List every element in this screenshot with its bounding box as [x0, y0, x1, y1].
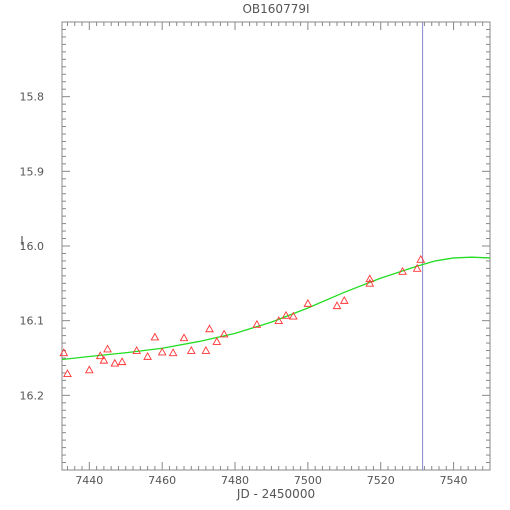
data-point — [59, 348, 69, 357]
data-point — [95, 351, 105, 360]
data-point — [303, 298, 313, 307]
data-point — [412, 263, 422, 272]
data-point — [201, 346, 211, 354]
x-tick-label: 7540 — [440, 474, 468, 487]
model-curve — [61, 256, 491, 361]
data-point — [365, 274, 375, 283]
data-point — [274, 316, 284, 324]
x-axis-label: JD - 2450000 — [236, 487, 315, 501]
y-tick-label: 16.0 — [20, 240, 45, 253]
data-point — [168, 348, 178, 357]
data-point — [103, 344, 112, 353]
data-point — [212, 337, 222, 345]
axis-tick-labels: 7440 7460 7480 7500 7520 7540 15.8 15.9 16.0 16.1… — [20, 91, 468, 487]
data-point — [186, 346, 196, 354]
x-tick-label: 7520 — [367, 474, 395, 487]
axis-ticks — [62, 21, 491, 471]
data-point — [99, 355, 109, 364]
y-tick-label: 16.1 — [20, 315, 45, 328]
x-tick-label: 7440 — [75, 474, 103, 487]
data-point — [110, 358, 120, 367]
x-tick-label: 7480 — [221, 474, 249, 487]
data-point — [63, 369, 72, 378]
x-tick-label: 7500 — [294, 474, 322, 487]
data-point — [150, 332, 160, 341]
data-point — [179, 333, 189, 342]
data-points — [59, 254, 426, 378]
data-point — [143, 351, 152, 360]
data-point — [339, 295, 349, 304]
data-point — [157, 347, 167, 356]
plot-frame — [61, 21, 491, 471]
data-point — [205, 324, 214, 333]
y-tick-label: 15.9 — [20, 165, 45, 178]
data-point — [398, 266, 407, 275]
data-point — [288, 311, 298, 320]
data-point — [281, 310, 291, 319]
chart-title: OB160779I — [242, 2, 309, 16]
y-tick-label: 15.8 — [20, 91, 45, 104]
data-point — [332, 301, 342, 310]
data-point — [132, 346, 142, 354]
y-axis-label: I — [20, 234, 24, 248]
data-point — [252, 319, 262, 328]
data-point — [219, 329, 229, 338]
data-point — [117, 357, 127, 366]
y-tick-label: 16.2 — [20, 389, 45, 402]
data-point — [84, 365, 94, 374]
data-point — [365, 278, 375, 287]
x-tick-label: 7460 — [148, 474, 176, 487]
data-point — [416, 254, 426, 263]
